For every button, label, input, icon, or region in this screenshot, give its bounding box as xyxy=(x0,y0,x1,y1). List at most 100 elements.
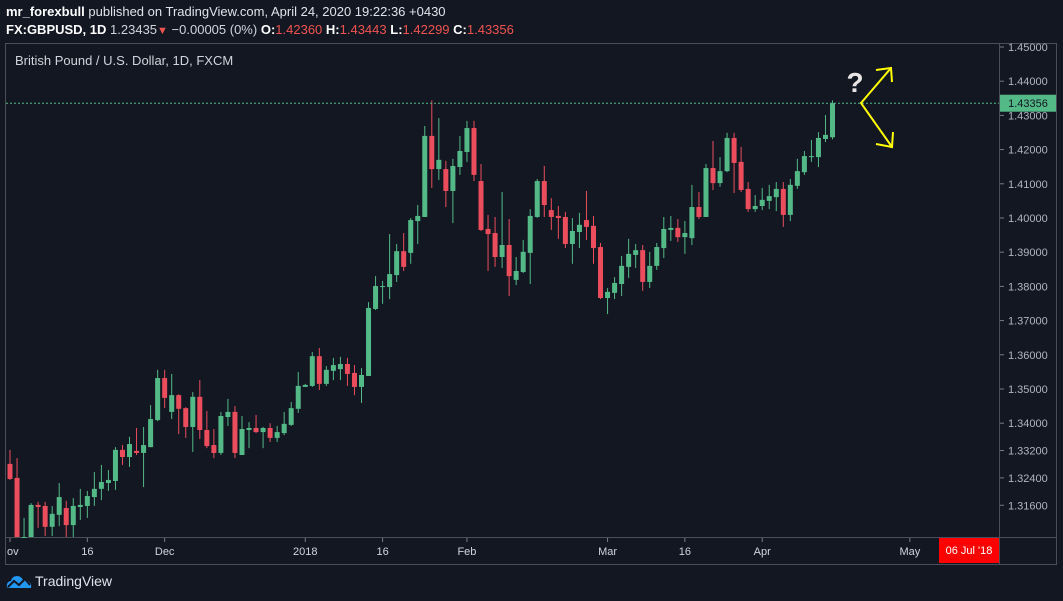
candle xyxy=(35,501,41,528)
y-tick-label: 1.40000 xyxy=(1008,213,1048,225)
candle-body xyxy=(98,482,104,489)
publish-info: mr_forexbull published on TradingView.co… xyxy=(6,4,446,19)
candle xyxy=(56,483,62,527)
candle-body xyxy=(569,230,575,244)
candle xyxy=(527,209,533,284)
tradingview-label: TradingView xyxy=(35,573,113,589)
candle xyxy=(49,505,55,537)
candle xyxy=(281,411,287,436)
low-value: 1.42299 xyxy=(402,22,450,37)
candle-body xyxy=(366,307,372,376)
candle xyxy=(605,288,611,315)
candle-body xyxy=(548,210,554,217)
candle-body xyxy=(534,181,540,217)
candle xyxy=(232,406,238,459)
high-value: 1.43443 xyxy=(339,22,387,37)
candle-body xyxy=(450,166,456,191)
y-tick-label: 1.32400 xyxy=(1008,473,1048,485)
candle xyxy=(295,371,301,413)
candle-body xyxy=(119,449,125,458)
candle xyxy=(344,357,350,386)
candle-body xyxy=(387,274,393,288)
y-tick-label: 1.33200 xyxy=(1008,446,1048,458)
time-axis[interactable]: ov 16 Dec 2018 16 Feb Mar 16 Apr May xyxy=(7,538,921,558)
candle xyxy=(28,503,34,537)
candle xyxy=(647,251,653,289)
tradingview-logo[interactable]: TradingView xyxy=(6,573,112,589)
author-name[interactable]: mr_forexbull xyxy=(6,4,85,19)
candle-body xyxy=(787,184,793,215)
candle xyxy=(752,195,758,212)
candle xyxy=(169,373,175,420)
candle xyxy=(485,214,491,271)
candle-body xyxy=(225,411,231,418)
candle-body xyxy=(668,227,674,230)
candle xyxy=(759,187,765,211)
published-text: published on TradingView.com, April 24, … xyxy=(88,4,446,19)
candle-body xyxy=(134,450,140,453)
candle-body xyxy=(471,128,477,175)
last-value: 1.23435 xyxy=(110,22,158,37)
candle-body xyxy=(63,508,69,526)
candle-body xyxy=(492,233,498,257)
candle xyxy=(612,277,618,300)
candle xyxy=(105,470,111,491)
candle-body xyxy=(605,291,611,299)
candle-body xyxy=(794,171,800,186)
candle xyxy=(7,449,13,480)
candle xyxy=(745,182,751,212)
symbol: FX:GBPUSD, 1D xyxy=(6,22,107,37)
candle-body xyxy=(626,253,632,267)
candle xyxy=(225,398,231,426)
candle xyxy=(457,135,463,175)
price-axis[interactable]: 1.45000 1.44000 1.43000 1.42000 1.41000 1.400… xyxy=(1000,42,1048,512)
candle-body xyxy=(696,207,702,217)
candle-body xyxy=(359,374,364,387)
last-price-badge xyxy=(1000,94,1056,112)
candle-body xyxy=(633,250,639,255)
change-value: −0.00005 (0%) xyxy=(171,22,258,37)
y-tick-label: 1.45000 xyxy=(1008,42,1048,54)
candle xyxy=(724,132,730,173)
candle-body xyxy=(457,150,463,168)
candle-body xyxy=(28,504,34,537)
question-mark-annotation[interactable]: ? xyxy=(846,67,863,98)
candle xyxy=(710,141,716,190)
candle xyxy=(429,100,435,188)
candle xyxy=(197,380,203,439)
candle xyxy=(717,157,723,187)
candle xyxy=(534,179,540,218)
candle xyxy=(661,216,667,259)
candle-body xyxy=(408,220,414,253)
y-tick-label: 1.35000 xyxy=(1008,384,1048,396)
candle-body xyxy=(337,364,343,370)
low-label: L: xyxy=(390,22,403,37)
candle xyxy=(190,392,196,452)
candle-body xyxy=(759,199,765,207)
candle xyxy=(555,206,561,239)
candle xyxy=(562,211,568,249)
arrows-annotation[interactable] xyxy=(859,66,894,149)
candle xyxy=(478,163,484,231)
candle xyxy=(134,427,140,455)
candle xyxy=(675,219,681,242)
candle xyxy=(253,414,259,434)
candle-body xyxy=(274,432,280,438)
y-tick-label: 1.34000 xyxy=(1008,418,1048,430)
candle xyxy=(619,255,625,296)
x-tick-label: ov xyxy=(7,546,19,558)
tradingview-cloud-icon xyxy=(6,576,32,588)
candle-body xyxy=(478,181,484,230)
candle-body xyxy=(141,445,147,453)
candle-body xyxy=(675,227,681,238)
candle-body xyxy=(822,134,828,139)
candle xyxy=(14,458,20,537)
candle xyxy=(112,447,118,490)
candle-body xyxy=(373,286,379,309)
y-tick-label: 1.44000 xyxy=(1008,76,1048,88)
candle-body xyxy=(682,233,688,238)
candle xyxy=(815,132,821,168)
candle xyxy=(366,302,372,376)
candle-body xyxy=(239,429,245,455)
